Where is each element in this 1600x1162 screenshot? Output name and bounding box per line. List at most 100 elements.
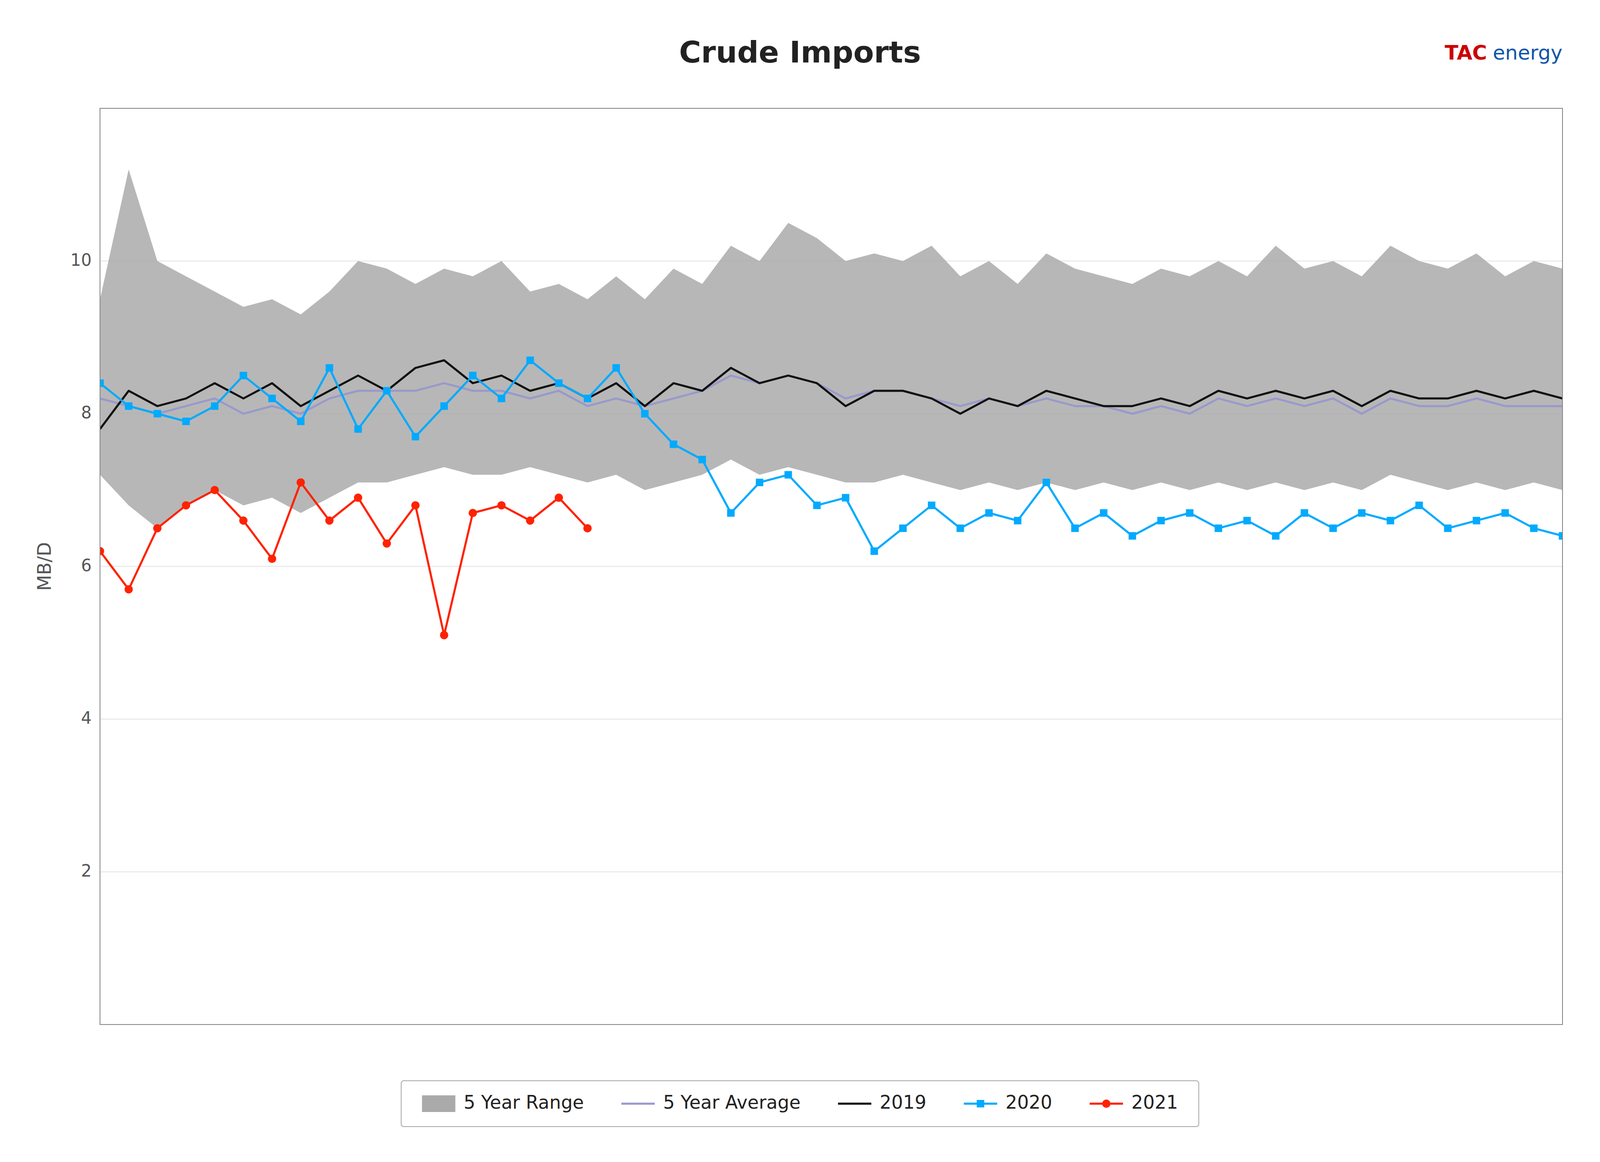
y-tick-label: 10: [70, 250, 92, 270]
background: [0, 0, 1600, 1162]
marker: [124, 585, 133, 594]
marker: [440, 630, 449, 640]
marker: [1128, 532, 1137, 540]
legend-item: 2019: [837, 1091, 927, 1113]
legend-item: 2020: [963, 1091, 1053, 1113]
legend-frame: [401, 1080, 1199, 1127]
marker: [297, 417, 305, 425]
marker: [296, 478, 305, 487]
legend-marker: [1102, 1099, 1111, 1108]
marker: [268, 394, 276, 403]
legend-item: 2021: [1089, 1091, 1178, 1113]
marker: [956, 524, 965, 533]
marker: [612, 364, 620, 372]
marker: [755, 478, 764, 487]
marker: [1157, 517, 1165, 525]
marker: [497, 394, 506, 403]
series-line: [100, 482, 588, 636]
marks: [100, 169, 1563, 640]
legend-label: 2020: [1005, 1091, 1053, 1113]
marker: [870, 547, 878, 555]
range-band: [100, 169, 1563, 529]
marker: [1042, 478, 1050, 487]
marker: [210, 402, 219, 410]
legend-item: 5 Year Range: [422, 1091, 585, 1113]
annotation: energy: [1492, 40, 1563, 65]
marker: [1530, 524, 1538, 533]
marker: [813, 501, 821, 510]
marker: [1214, 524, 1223, 533]
marker: [1300, 509, 1309, 517]
marker: [641, 410, 649, 418]
y-tick-label: 8: [81, 402, 92, 423]
annotation: TAC: [1444, 40, 1487, 65]
marker: [497, 501, 506, 510]
marker: [583, 394, 592, 403]
legend-label: 2019: [879, 1091, 927, 1113]
legend-label: 2021: [1131, 1091, 1178, 1113]
marker: [583, 524, 592, 533]
marker: [1444, 524, 1452, 533]
legend-item: 5 Year Average: [621, 1091, 801, 1113]
marker: [153, 524, 162, 533]
legend: 5 Year Range 5 Year Average 2019 2020 2021: [401, 1080, 1199, 1127]
marker: [1100, 509, 1108, 517]
legend-label: 5 Year Average: [662, 1091, 801, 1113]
marker: [382, 539, 391, 548]
legend-swatch: [837, 1102, 872, 1105]
grid-line: [100, 718, 1563, 720]
marker: [727, 509, 735, 517]
marker: [210, 485, 219, 495]
marker: [1558, 532, 1563, 540]
marker: [411, 432, 420, 441]
marker: [525, 516, 535, 525]
marker: [1329, 524, 1337, 533]
marker: [555, 379, 563, 388]
marker: [125, 402, 133, 410]
marker: [468, 508, 478, 518]
legend-swatch: [422, 1095, 456, 1113]
marker: [554, 493, 563, 503]
plot-area: [100, 108, 1563, 1025]
marker: [353, 493, 363, 503]
series-line: [100, 360, 1563, 552]
marker: [354, 425, 362, 433]
marker: [469, 371, 477, 380]
marker: [1243, 517, 1251, 525]
y-tick-label: 4: [81, 708, 92, 728]
grid-line: [100, 871, 1563, 873]
marker: [100, 379, 104, 388]
marker: [382, 387, 391, 395]
marker: [698, 455, 706, 464]
marker: [1415, 501, 1423, 510]
marker: [1013, 517, 1022, 525]
marker: [153, 410, 162, 418]
marker: [239, 371, 248, 380]
plot-frame: [100, 108, 1563, 1025]
title: Crude Imports: [679, 34, 922, 70]
marker: [841, 494, 850, 502]
series-line: [100, 360, 1563, 430]
marker: [325, 364, 334, 372]
chart: Crude Imports TACenergy 2 4 6 8 10 MB/D 5 Year R…: [0, 0, 1600, 1162]
marker: [181, 501, 190, 510]
marker: [440, 402, 448, 410]
legend-label: 5 Year Range: [463, 1091, 585, 1113]
marker: [1357, 509, 1366, 517]
y-tick-label: 6: [81, 555, 92, 575]
marker: [1472, 517, 1481, 525]
marker: [239, 516, 248, 525]
marker: [669, 440, 678, 448]
legend-swatch: [621, 1102, 655, 1105]
marker: [1272, 532, 1280, 540]
marker: [927, 501, 936, 510]
legend-marker: [976, 1100, 985, 1108]
marker: [411, 501, 420, 510]
marker: [1185, 509, 1194, 517]
marker: [100, 547, 105, 556]
grid-line: [100, 566, 1563, 568]
marker: [985, 509, 993, 517]
y-tick-label: 2: [81, 861, 92, 881]
y-axis-label: MB/D: [33, 542, 55, 591]
marker: [325, 516, 334, 525]
